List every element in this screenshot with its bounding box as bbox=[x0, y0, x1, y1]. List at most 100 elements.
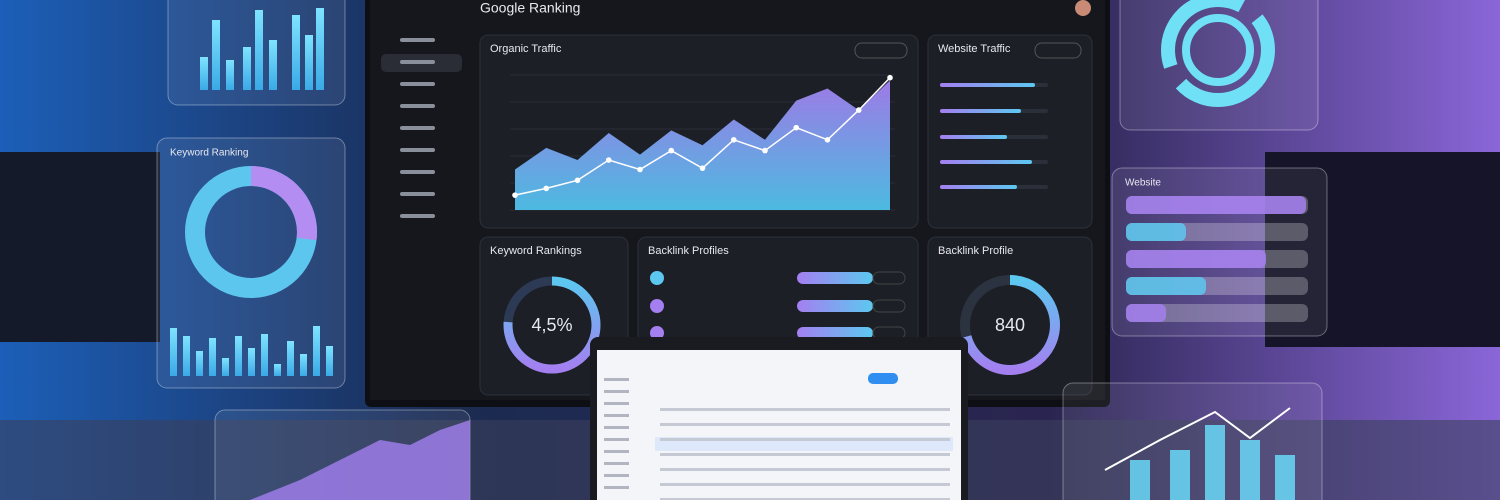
sidebar-line bbox=[604, 450, 629, 453]
traffic-point bbox=[605, 157, 612, 163]
table-row bbox=[660, 498, 950, 500]
traffic-point bbox=[762, 147, 768, 154]
panel-bar bbox=[300, 354, 307, 376]
traffic-point bbox=[543, 185, 550, 192]
panel-line bbox=[1104, 407, 1291, 471]
panel-bar bbox=[1130, 460, 1150, 500]
panel-bar bbox=[326, 346, 333, 376]
website-traffic-card bbox=[927, 34, 1093, 229]
progress-bar bbox=[940, 185, 1017, 189]
menu-line bbox=[400, 38, 435, 42]
traffic-area bbox=[515, 80, 890, 211]
panel-bar bbox=[200, 57, 208, 90]
progress-bar bbox=[940, 109, 1021, 113]
panel-bar bbox=[212, 20, 220, 90]
panel-bar bbox=[305, 35, 313, 90]
panel-bar bbox=[1275, 455, 1295, 500]
button[interactable] bbox=[854, 42, 908, 59]
sidebar-line bbox=[604, 474, 629, 477]
panel-fill bbox=[1126, 223, 1186, 241]
row-bar bbox=[797, 300, 873, 312]
backlink-title: Backlink Profile bbox=[938, 245, 1013, 257]
panel-title: Website bbox=[1125, 178, 1161, 189]
backlink-card bbox=[927, 236, 1093, 396]
panel-bar bbox=[292, 15, 300, 90]
panel-track bbox=[1126, 304, 1308, 322]
button[interactable] bbox=[1034, 42, 1082, 59]
panel-bar bbox=[1240, 440, 1260, 500]
row-icon bbox=[650, 271, 664, 285]
panel-bar bbox=[1205, 425, 1225, 500]
panel-area bbox=[250, 420, 470, 500]
row-icon bbox=[650, 326, 664, 340]
menu-line bbox=[400, 192, 435, 196]
menu-line bbox=[400, 60, 435, 64]
panel-bar bbox=[196, 351, 203, 376]
menu-line bbox=[400, 104, 435, 108]
panel-bar bbox=[1170, 450, 1190, 500]
row-icon bbox=[650, 299, 664, 313]
menu-line bbox=[400, 148, 435, 152]
avatar bbox=[1075, 0, 1091, 16]
panel-bar bbox=[269, 40, 277, 90]
panel-bar bbox=[235, 336, 242, 376]
table-row bbox=[660, 483, 950, 486]
row-pill bbox=[872, 299, 906, 313]
menu-line bbox=[400, 126, 435, 130]
progress-bar bbox=[940, 83, 1035, 87]
traffic-point bbox=[668, 147, 675, 154]
sidebar-line bbox=[604, 486, 629, 489]
panel-bar bbox=[261, 334, 268, 376]
sidebar-line bbox=[604, 402, 629, 405]
website-traffic-title: Website Traffic bbox=[938, 43, 1011, 55]
backlink-value: 840 bbox=[995, 315, 1025, 335]
panel-bar bbox=[287, 341, 294, 376]
table-row bbox=[660, 453, 950, 456]
table-row bbox=[660, 423, 950, 426]
panel-bar bbox=[243, 47, 251, 90]
panel-fill bbox=[1126, 196, 1306, 214]
panel-donut bbox=[1182, 14, 1254, 86]
traffic-point bbox=[730, 137, 737, 143]
panel-fill bbox=[1126, 277, 1206, 295]
keyword-title: Keyword Rankings bbox=[490, 245, 582, 257]
sidebar-line bbox=[604, 438, 629, 441]
panel-fill bbox=[1126, 304, 1166, 322]
laptop-button[interactable] bbox=[868, 373, 898, 384]
table-row bbox=[660, 408, 950, 411]
menu-line bbox=[400, 170, 435, 174]
row-pill bbox=[872, 271, 906, 285]
donut-arc bbox=[960, 275, 1060, 375]
sidebar-line bbox=[604, 378, 629, 381]
panel-donut bbox=[1161, 0, 1275, 107]
progress-bar bbox=[940, 135, 1007, 139]
keyword-value: 4,5% bbox=[531, 315, 572, 335]
progress-bar bbox=[940, 160, 1032, 164]
traffic-point bbox=[793, 124, 800, 131]
panel-bar bbox=[248, 348, 255, 376]
panel-bar bbox=[226, 60, 234, 90]
panel-bar bbox=[170, 328, 177, 376]
row-bar bbox=[797, 327, 873, 339]
row-bar bbox=[797, 272, 873, 284]
sidebar-line bbox=[604, 390, 629, 393]
table-row bbox=[660, 438, 950, 441]
panel-donut-arc bbox=[185, 166, 317, 298]
panel-bar bbox=[209, 338, 216, 376]
panel-title: Keyword Ranking bbox=[170, 148, 248, 159]
panel-bar bbox=[255, 10, 263, 90]
traffic-point bbox=[574, 177, 581, 184]
traffic-point bbox=[512, 192, 518, 198]
traffic-point bbox=[855, 107, 862, 113]
traffic-point bbox=[699, 165, 706, 171]
panel-bar bbox=[274, 364, 281, 376]
panel-bar bbox=[222, 358, 229, 376]
sidebar-line bbox=[604, 414, 629, 417]
menu-line bbox=[400, 82, 435, 86]
panel-fill bbox=[1126, 250, 1266, 268]
traffic-point bbox=[887, 74, 893, 81]
traffic-point bbox=[824, 137, 831, 143]
dashboard-title: Google Ranking bbox=[480, 0, 580, 16]
table-row bbox=[660, 468, 950, 471]
